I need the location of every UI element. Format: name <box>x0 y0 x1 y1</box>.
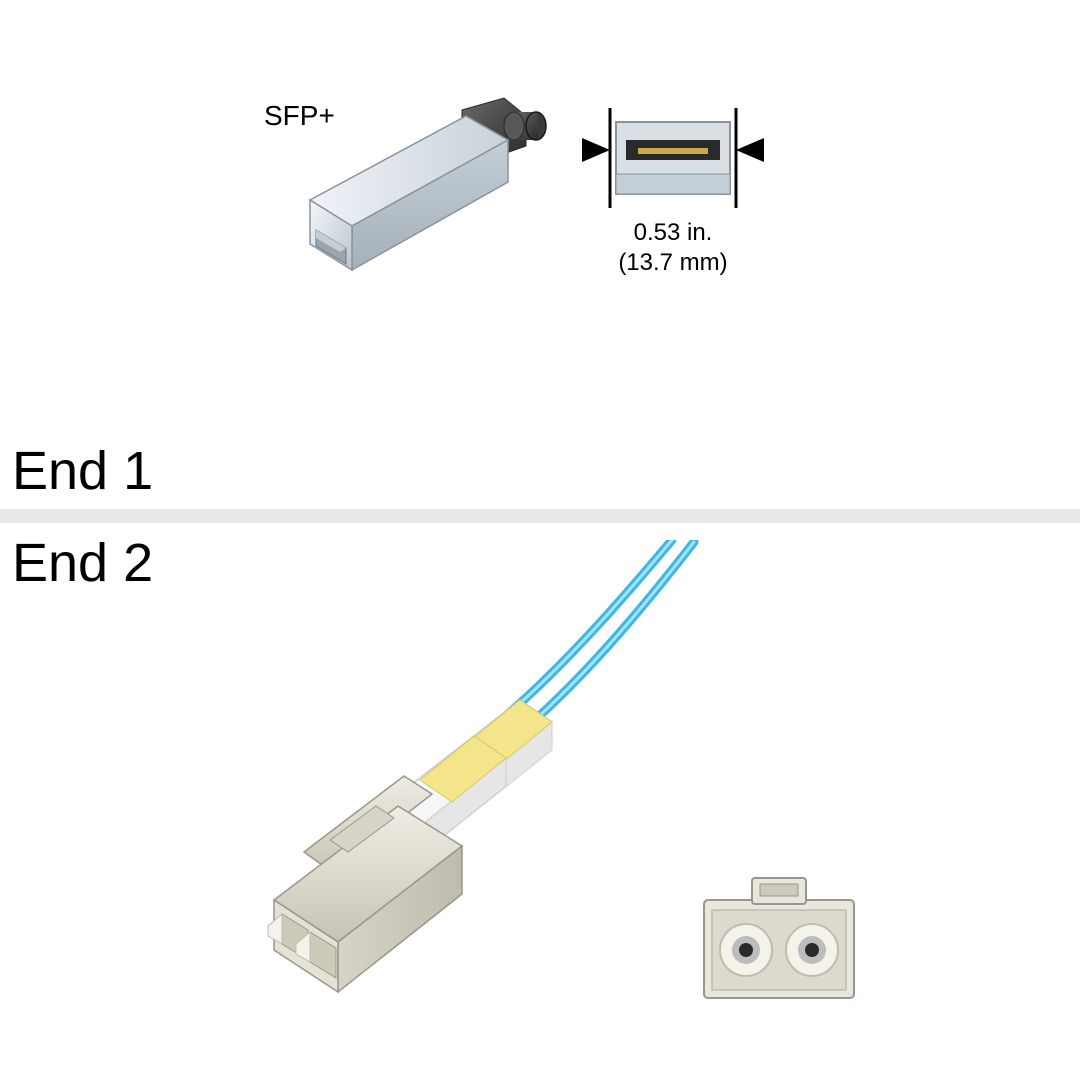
sfp-dimension-text: 0.53 in. (13.7 mm) <box>588 218 758 278</box>
end-1-label: End 1 <box>12 440 153 502</box>
sfp-dimension-inches: 0.53 in. <box>634 219 713 246</box>
sfp-dimension-mm: (13.7 mm) <box>618 249 727 276</box>
lc-front-face-diagram <box>694 870 864 1010</box>
sfp-module-diagram <box>280 80 580 300</box>
section-divider <box>0 509 1080 523</box>
end-2-label: End 2 <box>12 532 153 594</box>
